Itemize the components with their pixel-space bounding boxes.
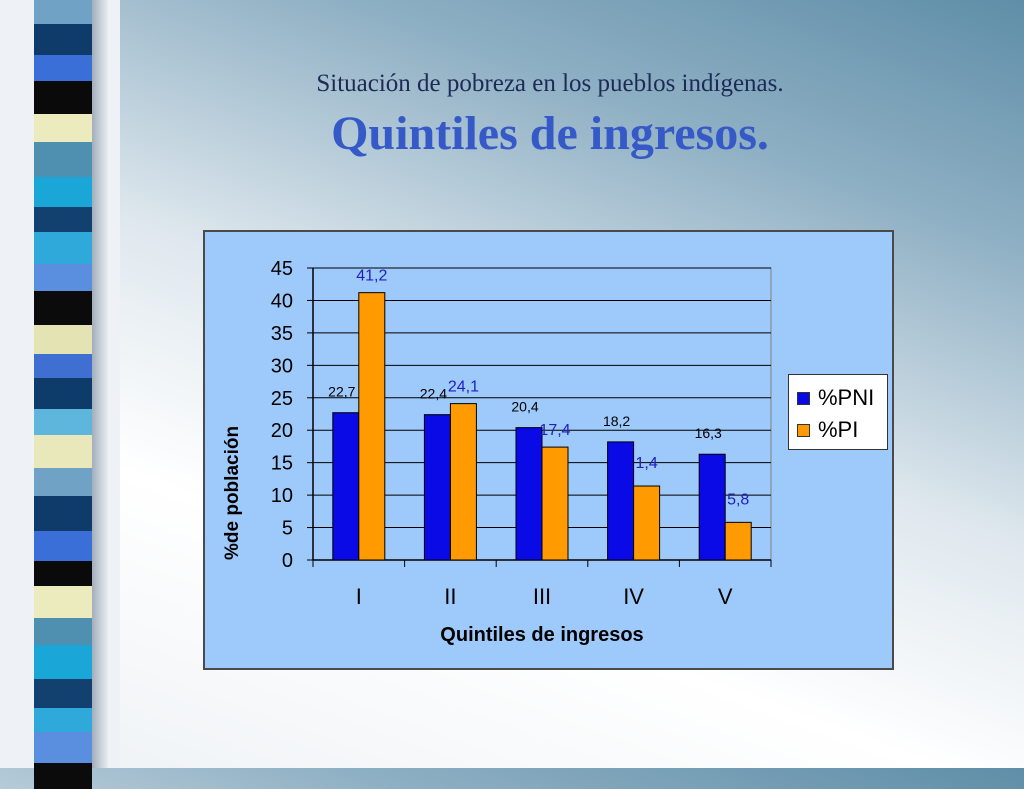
stripe-bar-edge xyxy=(90,0,108,768)
stripe xyxy=(34,232,92,264)
legend-label-pni: %PNI xyxy=(818,385,875,410)
y-tick-label: 0 xyxy=(282,550,293,572)
data-label-pni: 22,4 xyxy=(420,386,447,402)
y-tick-label: 25 xyxy=(271,388,293,410)
data-label-pi: 5,8 xyxy=(727,491,749,508)
bar-pni xyxy=(607,441,635,561)
y-tick-label: 5 xyxy=(282,518,293,540)
stripe xyxy=(34,114,92,142)
stripe xyxy=(34,177,92,207)
stripe xyxy=(34,561,92,586)
stripe xyxy=(34,531,92,561)
category-label: V xyxy=(718,584,733,609)
stripe xyxy=(34,496,92,531)
legend-item-pi: %PI xyxy=(797,417,858,443)
bar-pi xyxy=(724,521,752,561)
y-tick-label: 10 xyxy=(271,485,293,507)
bar-pni xyxy=(332,412,360,561)
data-label-pni: 16,3 xyxy=(695,425,722,441)
bar-pni xyxy=(698,453,726,561)
stripe xyxy=(34,679,92,708)
decorative-stripe-bar xyxy=(0,0,120,789)
stripe xyxy=(34,207,92,232)
slide-subtitle: Situación de pobreza en los pueblos indí… xyxy=(316,70,784,97)
bar-pni xyxy=(515,427,543,561)
stripe xyxy=(34,732,92,763)
legend-label-pi: %PI xyxy=(818,417,859,442)
stripe xyxy=(34,81,92,114)
data-label-pni: 22,7 xyxy=(328,384,355,400)
y-tick-label: 35 xyxy=(271,323,293,345)
category-label: II xyxy=(444,584,456,609)
category-label: IV xyxy=(623,584,644,609)
stripe xyxy=(34,409,92,435)
x-axis-title: Quintiles de ingresos xyxy=(440,624,644,646)
stripe xyxy=(34,435,92,468)
legend-item-pni: %PNI xyxy=(797,385,874,411)
stripe xyxy=(34,618,92,645)
category-label: I xyxy=(356,584,362,609)
y-tick-label: 40 xyxy=(271,290,293,312)
bar-chart: 0 5 10 15 20 25 30 35 40 45 22,7 41,2 I 22,4 24,1 II 20,… xyxy=(271,258,772,609)
bar-pi xyxy=(449,403,477,561)
y-axis-title: %de población xyxy=(222,425,243,560)
bar-pni xyxy=(423,414,451,561)
stripe xyxy=(34,264,92,291)
bar-pi xyxy=(358,292,386,561)
stripe xyxy=(34,0,92,24)
data-label-pni: 18,2 xyxy=(603,413,630,429)
legend-swatch-pni xyxy=(797,391,810,405)
stripe xyxy=(34,468,92,496)
data-label-pi: 24,1 xyxy=(448,379,479,396)
y-tick-label: 20 xyxy=(271,420,293,442)
y-tick-label: 30 xyxy=(271,355,293,377)
stripe xyxy=(34,291,92,325)
legend-swatch-pi xyxy=(797,423,810,437)
data-label-pi: 41,2 xyxy=(356,268,387,285)
category-label: III xyxy=(533,584,551,609)
stripe xyxy=(34,325,92,354)
y-tick-label: 45 xyxy=(271,258,293,280)
data-label-pi: 17,4 xyxy=(539,422,570,439)
bar-pi xyxy=(541,446,569,561)
chart-legend: %PNI %PI xyxy=(788,374,888,450)
stripe xyxy=(34,55,92,81)
data-label-pi: 1,4 xyxy=(635,455,657,472)
bar-pi xyxy=(633,485,661,561)
data-label-pni: 20,4 xyxy=(511,399,538,415)
stripe xyxy=(34,142,92,177)
y-tick-label: 15 xyxy=(271,453,293,475)
stripe xyxy=(34,708,92,732)
stripe xyxy=(34,354,92,378)
slide-title: Quintiles de ingresos. xyxy=(331,107,769,160)
stripe xyxy=(34,378,92,409)
stripe xyxy=(34,586,92,618)
stripe xyxy=(34,24,92,55)
stripe xyxy=(34,645,92,679)
